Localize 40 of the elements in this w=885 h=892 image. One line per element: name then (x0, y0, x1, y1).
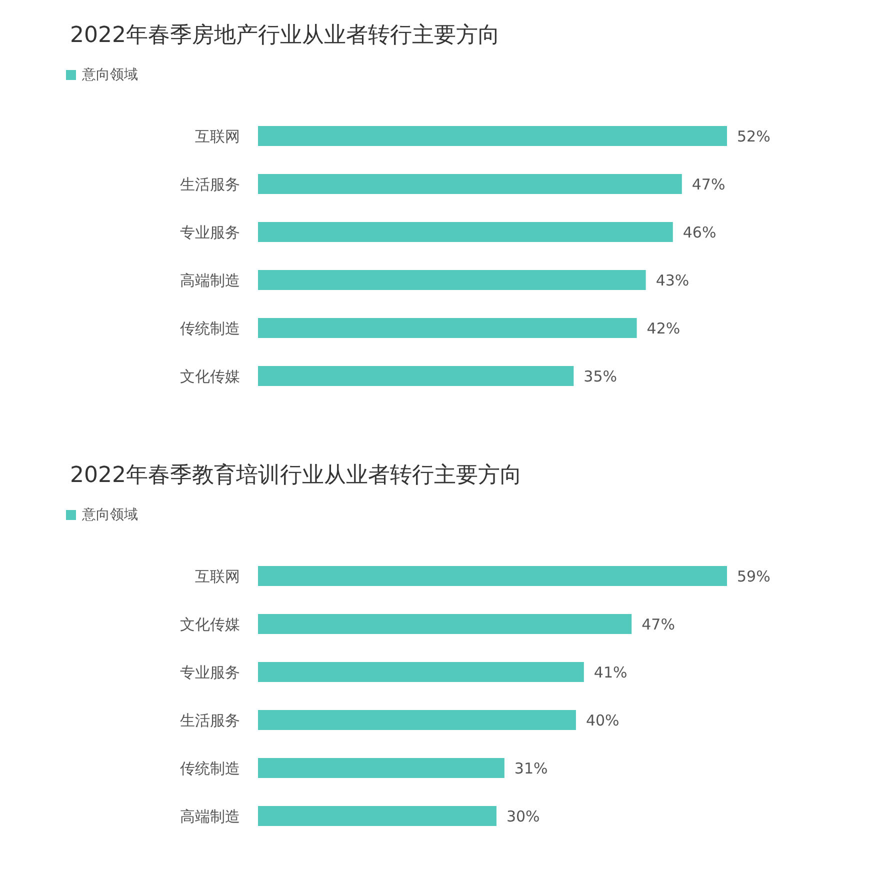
bar (258, 318, 637, 338)
y-tick-label: 互联网 (195, 127, 240, 146)
bar (258, 174, 682, 194)
data-label: 47% (642, 615, 675, 634)
bar (258, 566, 727, 586)
data-label: 42% (646, 319, 680, 338)
data-label: 46% (682, 223, 716, 242)
bar (258, 710, 576, 730)
legend-label: 意向领域 (82, 506, 138, 524)
data-label: 41% (594, 663, 628, 682)
data-label: 30% (506, 807, 540, 826)
y-tick-label: 专业服务 (180, 223, 240, 242)
bar (258, 758, 504, 778)
data-label: 40% (586, 711, 620, 730)
chart-title: 2022年春季房地产行业从业者转行主要方向 (70, 22, 500, 50)
y-tick-label: 互联网 (195, 567, 240, 586)
chart-title: 2022年春季教育培训行业从业者转行主要方向 (70, 462, 522, 490)
bar (258, 366, 574, 386)
data-label: 47% (692, 175, 726, 194)
bar (258, 222, 673, 242)
bar (258, 270, 646, 290)
bar (258, 614, 632, 634)
y-tick-label: 生活服务 (180, 175, 240, 194)
data-label: 31% (514, 759, 548, 778)
y-tick-label: 文化传媒 (180, 615, 240, 634)
legend-label: 意向领域 (82, 66, 138, 84)
y-tick-label: 传统制造 (180, 319, 240, 338)
data-label: 43% (656, 271, 690, 290)
y-tick-label: 专业服务 (180, 663, 240, 682)
data-label: 35% (584, 367, 618, 386)
y-tick-label: 文化传媒 (180, 367, 240, 386)
bar (258, 662, 584, 682)
y-tick-label: 传统制造 (180, 759, 240, 778)
y-tick-label: 生活服务 (180, 711, 240, 730)
y-tick-label: 高端制造 (180, 807, 240, 826)
data-label: 52% (737, 127, 770, 146)
bar (258, 806, 496, 826)
y-tick-label: 高端制造 (180, 271, 240, 290)
data-label: 59% (737, 567, 770, 586)
bar (258, 126, 727, 146)
